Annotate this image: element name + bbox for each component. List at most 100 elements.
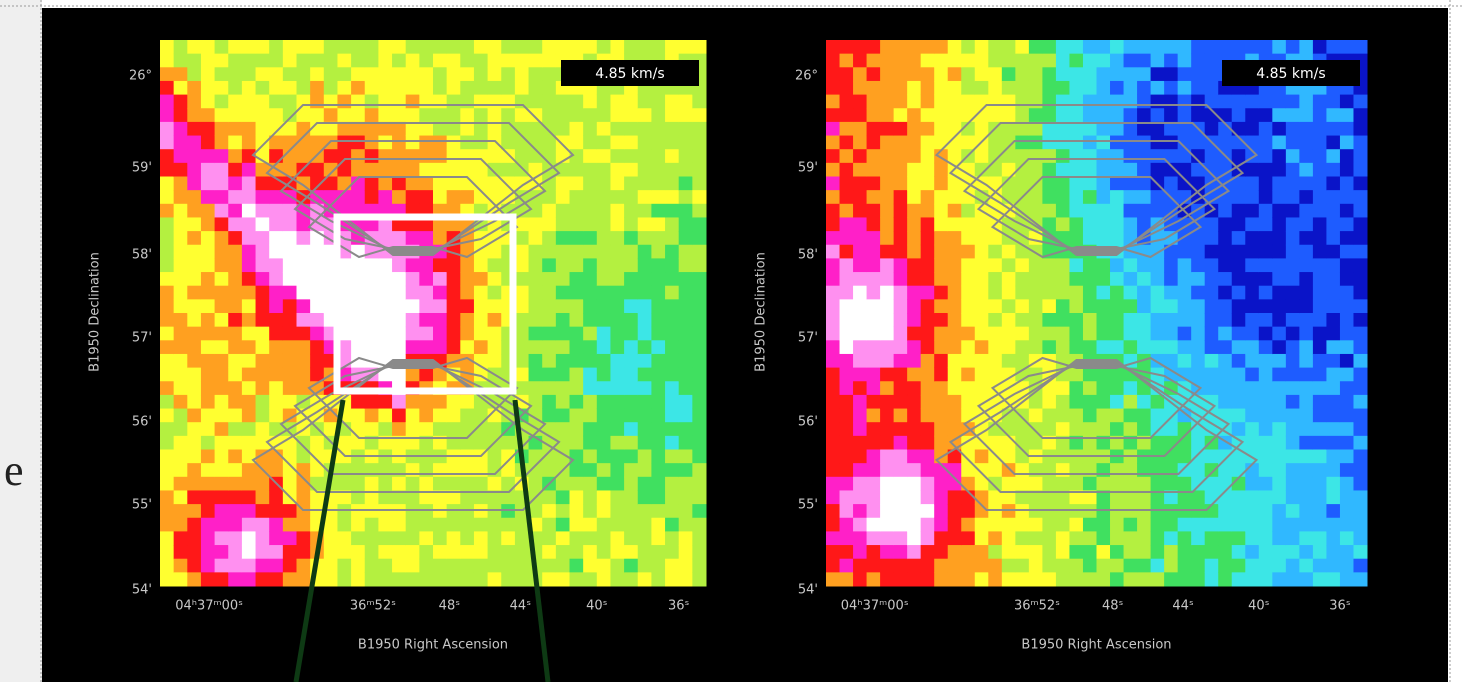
map-pixel — [297, 40, 311, 54]
map-pixel — [1151, 313, 1165, 327]
map-pixel — [894, 409, 908, 423]
map-pixel — [1178, 258, 1192, 272]
map-pixel — [1083, 422, 1097, 436]
map-pixel — [1124, 149, 1138, 163]
map-pixel — [610, 518, 624, 532]
map-pixel — [406, 518, 420, 532]
map-pixel — [201, 545, 215, 559]
map-pixel — [310, 54, 324, 68]
map-pixel — [651, 163, 665, 177]
map-pixel — [651, 95, 665, 109]
map-pixel — [529, 258, 543, 272]
map-pixel — [215, 340, 229, 354]
map-pixel — [174, 163, 188, 177]
map-pixel — [597, 450, 611, 464]
map-pixel — [1015, 108, 1029, 122]
map-pixel — [948, 559, 962, 573]
map-pixel — [283, 450, 297, 464]
map-pixel — [624, 490, 638, 504]
map-pixel — [310, 286, 324, 300]
map-pixel — [880, 67, 894, 81]
map-pixel — [269, 122, 283, 136]
map-pixel — [215, 531, 229, 545]
map-pixel — [351, 409, 365, 423]
map-pixel — [269, 231, 283, 245]
map-pixel — [975, 217, 989, 231]
map-pixel — [692, 559, 706, 573]
map-pixel — [894, 245, 908, 259]
map-pixel — [1042, 422, 1056, 436]
map-pixel — [624, 368, 638, 382]
map-pixel — [610, 450, 624, 464]
map-pixel — [624, 436, 638, 450]
map-pixel — [556, 422, 570, 436]
map-pixel — [297, 518, 311, 532]
map-pixel — [961, 518, 975, 532]
map-pixel — [1353, 190, 1367, 204]
map-pixel — [975, 40, 989, 54]
map-pixel — [542, 95, 556, 109]
map-pixel — [1083, 67, 1097, 81]
map-pixel — [201, 245, 215, 259]
map-pixel — [583, 313, 597, 327]
map-pixel — [187, 95, 201, 109]
map-pixel — [597, 504, 611, 518]
map-pixel — [638, 518, 652, 532]
map-pixel — [215, 422, 229, 436]
map-pixel — [1069, 286, 1083, 300]
map-pixel — [597, 518, 611, 532]
map-pixel — [556, 518, 570, 532]
map-pixel — [1083, 190, 1097, 204]
map-pixel — [297, 122, 311, 136]
map-pixel — [542, 381, 556, 395]
map-pixel — [215, 545, 229, 559]
map-pixel — [651, 217, 665, 231]
map-pixel — [853, 313, 867, 327]
map-pixel — [1353, 40, 1367, 54]
map-pixel — [283, 81, 297, 95]
map-pixel — [934, 231, 948, 245]
map-pixel — [460, 422, 474, 436]
map-pixel — [433, 299, 447, 313]
map-pixel — [365, 286, 379, 300]
map-pixel — [1002, 572, 1016, 586]
map-pixel — [1286, 504, 1300, 518]
map-pixel — [1299, 258, 1313, 272]
map-pixel — [975, 231, 989, 245]
map-pixel — [894, 204, 908, 218]
map-pixel — [1137, 340, 1151, 354]
map-pixel — [679, 504, 693, 518]
map-pixel — [1326, 122, 1340, 136]
map-pixel — [406, 286, 420, 300]
map-pixel — [1353, 313, 1367, 327]
map-pixel — [228, 81, 242, 95]
map-pixel — [529, 67, 543, 81]
map-pixel — [867, 54, 881, 68]
map-pixel — [1245, 299, 1259, 313]
map-pixel — [351, 67, 365, 81]
map-pixel — [365, 518, 379, 532]
map-pixel — [880, 450, 894, 464]
map-pixel — [840, 518, 854, 532]
map-pixel — [1232, 490, 1246, 504]
map-pixel — [242, 436, 256, 450]
map-pixel — [1029, 40, 1043, 54]
map-pixel — [1083, 95, 1097, 109]
map-pixel — [1245, 122, 1259, 136]
x-tick-label: 44ˢ — [1172, 599, 1194, 614]
map-pixel — [1205, 40, 1219, 54]
map-pixel — [310, 231, 324, 245]
map-pixel — [1056, 95, 1070, 109]
map-pixel — [378, 95, 392, 109]
map-pixel — [853, 204, 867, 218]
map-pixel — [894, 313, 908, 327]
map-pixel — [228, 217, 242, 231]
map-pixel — [365, 504, 379, 518]
map-pixel — [1232, 354, 1246, 368]
map-pixel — [894, 217, 908, 231]
map-pixel — [228, 54, 242, 68]
map-pixel — [242, 368, 256, 382]
map-pixel — [867, 381, 881, 395]
map-pixel — [840, 136, 854, 150]
map-pixel — [570, 545, 584, 559]
